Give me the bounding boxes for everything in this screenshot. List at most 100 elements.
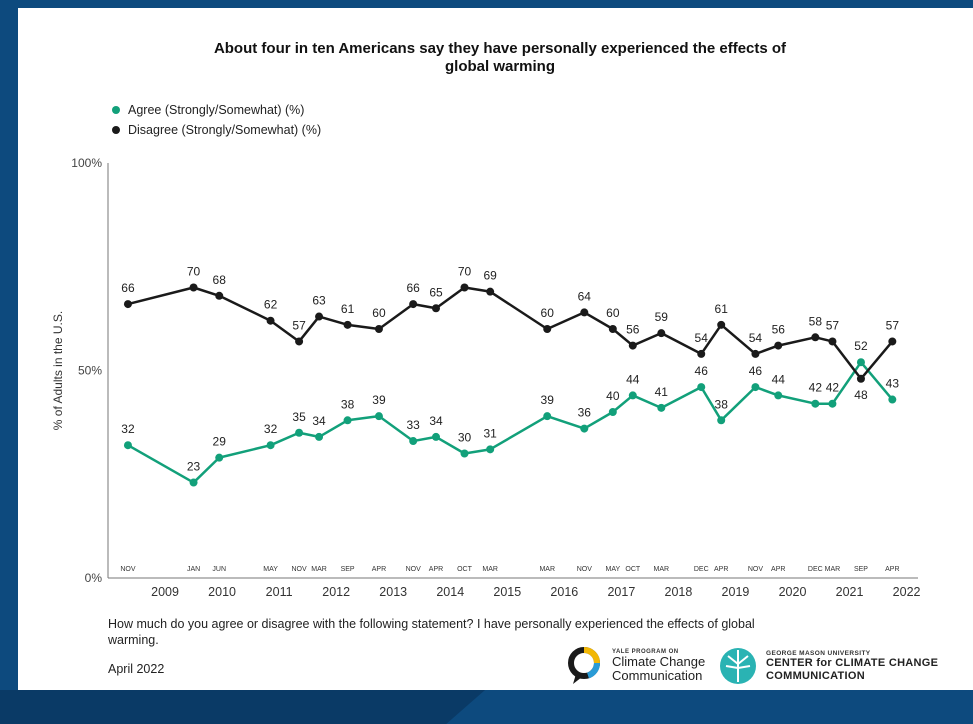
- legend-disagree-label: Disagree (Strongly/Somewhat) (%): [128, 123, 322, 137]
- data-point-agree: [409, 437, 418, 446]
- data-label-agree: 35: [292, 410, 306, 424]
- data-point-agree: [717, 416, 726, 425]
- data-label-agree: 46: [749, 364, 763, 378]
- data-point-agree: [888, 395, 897, 404]
- data-point-disagree: [460, 283, 469, 292]
- x-year-label: 2013: [379, 585, 407, 599]
- data-label-disagree: 57: [886, 318, 900, 332]
- x-year-label: 2009: [151, 585, 179, 599]
- data-point-agree: [856, 358, 865, 367]
- y-axis-label: % of Adults in the U.S.: [51, 311, 65, 430]
- footer-wedge: [0, 690, 485, 724]
- x-month-label: SEP: [854, 566, 868, 573]
- yale-logo: YALE PROGRAM ON Climate Change Communica…: [568, 646, 705, 686]
- x-year-label: 2015: [493, 585, 521, 599]
- data-point-disagree: [608, 325, 617, 333]
- data-point-agree: [295, 428, 304, 437]
- x-month-label: APR: [885, 566, 899, 573]
- data-point-disagree: [266, 316, 275, 325]
- data-point-agree: [431, 432, 440, 441]
- data-label-disagree: 70: [458, 265, 472, 279]
- data-label-disagree: 64: [578, 289, 592, 303]
- data-point-agree: [828, 399, 837, 408]
- data-label-agree: 41: [655, 385, 669, 399]
- data-point-disagree: [343, 320, 352, 329]
- data-point-agree: [608, 408, 617, 416]
- data-point-disagree: [657, 329, 666, 338]
- yale-logo-line1: Climate Change: [612, 654, 706, 669]
- x-year-label: 2014: [436, 585, 464, 599]
- data-label-disagree: 54: [695, 331, 709, 345]
- data-label-disagree: 56: [626, 323, 640, 337]
- data-label-agree: 42: [809, 381, 823, 395]
- chart-card: [18, 8, 973, 690]
- x-year-label: 2021: [836, 585, 864, 599]
- y-tick-label: 50%: [78, 364, 102, 378]
- line-chart: 0% 50% 100% % of Adults in the U.S. 2009 2010…: [51, 156, 921, 599]
- data-point-disagree: [295, 337, 304, 346]
- x-year-label: 2016: [550, 585, 578, 599]
- legend: Agree (Strongly/Somewhat) (%) Disagree (…: [112, 100, 321, 140]
- survey-date: April 2022: [108, 662, 165, 676]
- data-point-agree: [266, 441, 275, 450]
- legend-item-agree: Agree (Strongly/Somewhat) (%): [112, 100, 321, 120]
- data-point-agree: [189, 478, 198, 487]
- data-label-disagree: 65: [429, 285, 443, 299]
- data-point-disagree: [409, 300, 418, 309]
- data-label-disagree: 66: [406, 281, 420, 295]
- data-point-disagree: [888, 337, 897, 346]
- data-label-agree: 40: [606, 389, 620, 403]
- gmu-logo-mark-icon: [720, 648, 756, 684]
- data-label-agree: 46: [695, 364, 709, 378]
- data-label-agree: 39: [372, 393, 386, 407]
- data-point-agree: [580, 424, 589, 433]
- data-label-agree: 33: [406, 418, 420, 432]
- gmu-logo: GEORGE MASON UNIVERSITY CENTER for CLIMA…: [718, 646, 938, 686]
- data-point-disagree: [315, 312, 324, 321]
- data-point-agree: [657, 403, 666, 412]
- data-label-agree: 44: [772, 372, 786, 386]
- data-point-disagree: [697, 349, 706, 358]
- data-point-agree: [315, 432, 324, 441]
- x-month-label: JUN: [212, 566, 226, 573]
- gmu-logo-line2: COMMUNICATION: [766, 669, 866, 682]
- data-point-disagree: [856, 374, 865, 383]
- x-month-label: NOV: [577, 566, 593, 573]
- x-month-label: MAR: [539, 566, 555, 573]
- data-label-disagree: 57: [292, 318, 306, 332]
- data-label-agree: 29: [213, 435, 227, 449]
- x-year-label: 2017: [607, 585, 635, 599]
- y-tick-label: 0%: [85, 571, 103, 585]
- data-label-agree: 43: [886, 377, 900, 391]
- data-label-agree: 38: [715, 397, 729, 411]
- data-label-agree: 52: [854, 339, 868, 353]
- yale-logo-small-text: YALE PROGRAM ON: [612, 649, 679, 655]
- x-month-label: MAR: [482, 566, 498, 573]
- legend-agree-label: Agree (Strongly/Somewhat) (%): [128, 103, 305, 117]
- legend-agree-dot-icon: [112, 106, 120, 114]
- x-month-label: MAY: [605, 566, 620, 573]
- x-month-label: MAR: [654, 566, 670, 573]
- data-point-disagree: [543, 325, 552, 333]
- x-month-label: DEC: [808, 566, 823, 573]
- x-month-label: MAR: [825, 566, 841, 573]
- data-label-disagree: 56: [772, 323, 786, 337]
- data-point-agree: [697, 383, 706, 392]
- survey-question: How much do you agree or disagree with t…: [108, 617, 755, 647]
- x-month-label: NOV: [406, 566, 422, 573]
- chart-title: About four in ten Americans say they hav…: [213, 40, 787, 75]
- x-month-label: APR: [429, 566, 443, 573]
- x-month-label: MAR: [311, 566, 327, 573]
- data-label-disagree: 66: [121, 281, 135, 295]
- data-point-disagree: [774, 341, 783, 350]
- data-label-agree: 23: [187, 460, 201, 474]
- data-label-agree: 32: [264, 422, 278, 436]
- x-year-label: 2022: [893, 585, 921, 599]
- data-label-agree: 44: [626, 372, 640, 386]
- x-month-label: APR: [771, 566, 785, 573]
- data-label-disagree: 70: [187, 265, 201, 279]
- data-point-agree: [751, 383, 760, 392]
- gmu-logo-line1: CENTER for CLIMATE CHANGE: [766, 656, 939, 669]
- data-point-disagree: [431, 304, 440, 313]
- data-point-agree: [628, 391, 637, 400]
